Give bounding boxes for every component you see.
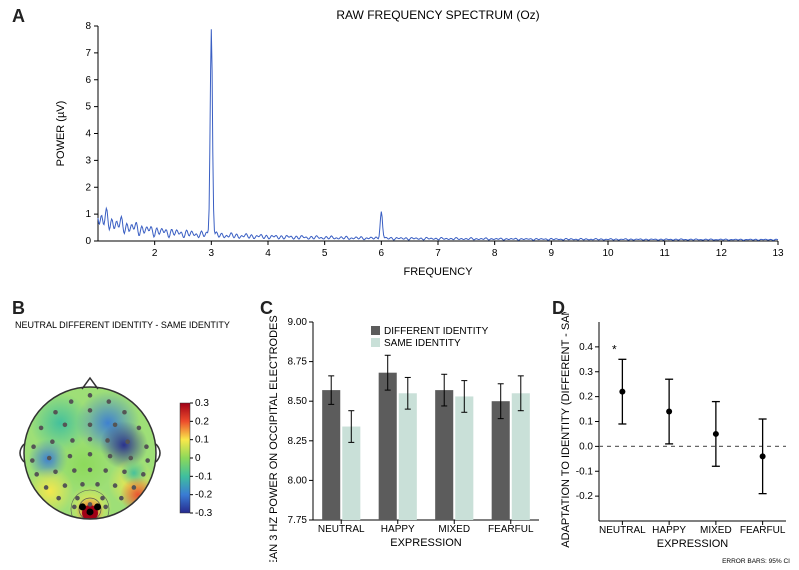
svg-text:7: 7	[85, 48, 91, 59]
svg-text:EXPRESSION: EXPRESSION	[657, 538, 729, 550]
svg-text:3: 3	[209, 248, 215, 259]
svg-text:MIXED: MIXED	[700, 525, 732, 536]
svg-text:0.3: 0.3	[579, 367, 593, 378]
svg-text:6: 6	[85, 75, 91, 86]
svg-text:-0.2: -0.2	[195, 490, 213, 501]
svg-text:EXPRESSION: EXPRESSION	[390, 537, 462, 549]
svg-text:POWER (µV): POWER (µV)	[55, 101, 67, 167]
point	[713, 431, 719, 437]
svg-text:8: 8	[492, 248, 498, 259]
svg-text:1: 1	[85, 209, 91, 220]
svg-text:0.2: 0.2	[579, 392, 593, 403]
svg-text:NEUTRAL: NEUTRAL	[599, 525, 646, 536]
svg-text:4: 4	[265, 248, 271, 259]
point	[666, 409, 672, 415]
svg-text:9: 9	[549, 248, 555, 259]
svg-text:HAPPY: HAPPY	[381, 524, 415, 535]
svg-text:-0.2: -0.2	[576, 491, 594, 502]
svg-text:0.2: 0.2	[195, 416, 209, 427]
panel-b-title: NEUTRAL DIFFERENT IDENTITY - SAME IDENTI…	[15, 320, 230, 330]
svg-text:5: 5	[85, 102, 91, 113]
svg-text:*: *	[612, 342, 617, 356]
svg-text:6: 6	[379, 248, 385, 259]
svg-text:0: 0	[85, 236, 91, 247]
panel-b-topomap: NEUTRAL DIFFERENT IDENTITY - SAME IDENTI…	[10, 318, 245, 563]
svg-text:0.0: 0.0	[579, 441, 593, 452]
svg-text:8: 8	[85, 21, 91, 32]
svg-text:MIXED: MIXED	[438, 524, 470, 535]
error-bar-note: ERROR BARS: 95% CI	[722, 558, 790, 565]
svg-text:0.1: 0.1	[579, 417, 593, 428]
svg-text:12: 12	[716, 248, 728, 259]
svg-text:8.25: 8.25	[288, 436, 308, 447]
svg-text:0: 0	[195, 453, 201, 464]
point	[760, 453, 766, 459]
svg-text:HAPPY: HAPPY	[652, 525, 686, 536]
point	[619, 389, 625, 395]
svg-text:7.75: 7.75	[288, 515, 308, 526]
bar	[399, 393, 417, 520]
svg-text:5: 5	[322, 248, 328, 259]
svg-text:4: 4	[85, 129, 91, 140]
svg-text:7: 7	[435, 248, 441, 259]
svg-text:-0.1: -0.1	[195, 471, 213, 482]
svg-text:ADAPTATION TO IDENTITY (DIFFER: ADAPTATION TO IDENTITY (DIFFERENT - SAME…	[560, 312, 572, 548]
svg-text:0.4: 0.4	[579, 342, 593, 353]
panel-c-barchart: 7.75 8.00 8.25 8.50 8.75 9.00 NEUTRAL HAPPY MIXE…	[265, 312, 545, 562]
panel-letter-b: B	[12, 298, 25, 319]
svg-text:9.00: 9.00	[288, 317, 308, 328]
svg-text:8.00: 8.00	[288, 475, 308, 486]
svg-text:0.3: 0.3	[195, 398, 209, 409]
panel-a-spectrum: RAW FREQUENCY SPECTRUM (Oz)0123456782345…	[48, 6, 788, 286]
bar	[322, 390, 340, 520]
svg-text:11: 11	[659, 248, 670, 259]
svg-text:-0.3: -0.3	[195, 508, 213, 519]
bar	[512, 393, 530, 520]
bar	[379, 373, 397, 520]
svg-text:10: 10	[602, 248, 614, 259]
panel-letter-a: A	[12, 6, 25, 27]
bar	[435, 390, 453, 520]
panel-a-title: RAW FREQUENCY SPECTRUM (Oz)	[336, 8, 539, 22]
svg-text:13: 13	[772, 248, 784, 259]
svg-text:SAME IDENTITY: SAME IDENTITY	[384, 338, 461, 349]
svg-text:-0.1: -0.1	[576, 466, 594, 477]
spectrum-line	[98, 29, 778, 240]
svg-text:FREQUENCY: FREQUENCY	[403, 266, 473, 278]
bar	[455, 396, 473, 520]
svg-text:DIFFERENT IDENTITY: DIFFERENT IDENTITY	[384, 326, 489, 337]
colorbar	[180, 403, 190, 513]
svg-text:NEUTRAL: NEUTRAL	[318, 524, 365, 535]
svg-text:MEAN 3 HZ POWER ON OCCIPITAL E: MEAN 3 HZ POWER ON OCCIPITAL ELECTRODES …	[268, 312, 280, 562]
svg-text:8.75: 8.75	[288, 357, 308, 368]
svg-text:8.50: 8.50	[288, 396, 308, 407]
svg-text:FEARFUL: FEARFUL	[488, 524, 534, 535]
svg-text:0.1: 0.1	[195, 435, 209, 446]
svg-text:FEARFUL: FEARFUL	[740, 525, 786, 536]
panel-d-adaptation: -0.2 -0.1 0.0 0.1 0.2 0.3 0.4 * NEUTRAL HAPPY MIXE…	[557, 312, 792, 567]
figure-root: A B C D RAW FREQUENCY SPECTRUM (Oz)01234…	[0, 0, 799, 570]
svg-text:2: 2	[85, 182, 91, 193]
svg-text:2: 2	[152, 248, 158, 259]
svg-text:3: 3	[85, 155, 91, 166]
